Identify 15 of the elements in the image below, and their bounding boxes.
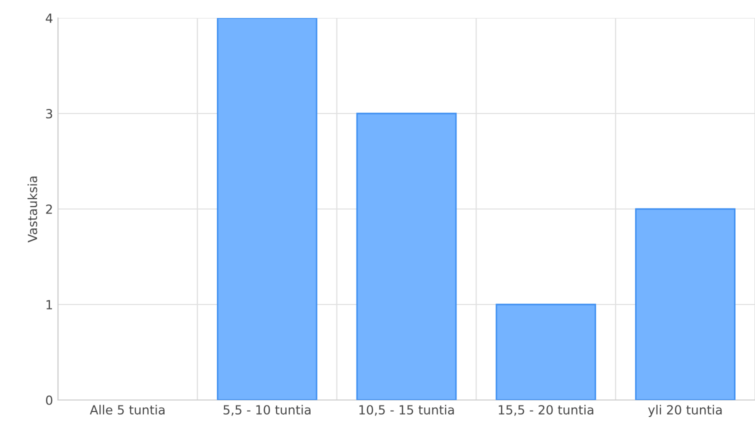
y-tick-label: 1 [46, 300, 52, 310]
bar [356, 112, 457, 400]
bar [496, 304, 596, 400]
x-tick-label: 10,5 - 15 tuntia [359, 404, 454, 416]
x-tick-label: Alle 5 tuntia [90, 404, 164, 415]
y-tick-label: 2 [46, 204, 52, 214]
x-tick-label: 5,5 - 10 tuntia [224, 404, 310, 416]
y-axis-title: Vastauksia [28, 176, 38, 242]
x-tick-label: 15,5 - 20 tuntia [498, 404, 594, 416]
y-tick-label: 0 [46, 395, 52, 405]
x-tick-label: yli 20 tuntia [648, 404, 722, 417]
y-tick-label: 4 [46, 14, 52, 23]
bar [216, 18, 318, 400]
bar [635, 208, 736, 400]
y-tick-label: 3 [46, 108, 52, 118]
